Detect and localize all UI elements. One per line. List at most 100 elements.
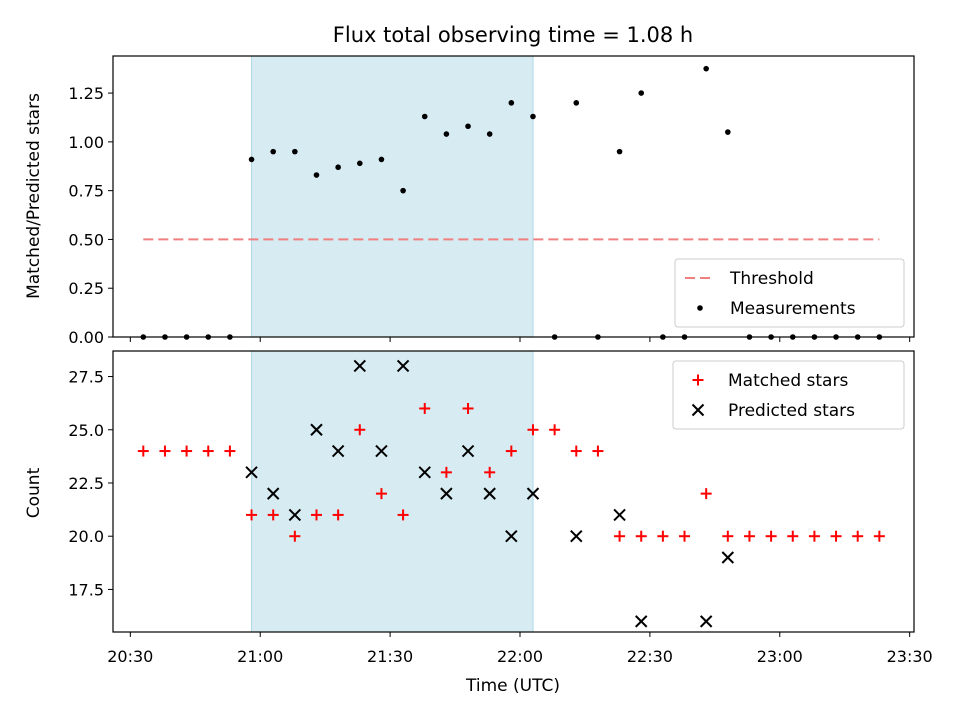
matched-star-point [484, 466, 496, 478]
measurement-point [508, 100, 515, 106]
matched-star-point [505, 445, 517, 457]
matched-star-point [570, 445, 582, 457]
matched-star-point [462, 402, 474, 414]
top-plot-area: 0.00 0.25 0.50 0.75 1.00 1.25 Threshold Measure… [68, 55, 915, 347]
matched-star-point [159, 445, 171, 457]
matched-star-point [657, 530, 669, 542]
matched-star-point [549, 424, 561, 436]
bottom-plot-area: 17.5 20.0 22.5 25.0 27.5 20:30 21:00 21:30 22:00… [68, 350, 933, 666]
y-tick-label: 1.00 [68, 133, 104, 152]
y-tick-label: 1.25 [68, 84, 104, 103]
measurement-point [443, 131, 450, 137]
matched-star-point [137, 445, 149, 457]
matched-star-point [181, 445, 193, 457]
predicted-star-point [483, 487, 496, 500]
measurement-point [356, 160, 363, 167]
predicted-star-point [440, 487, 453, 500]
predicted-star-point [353, 359, 367, 373]
matched-star-point [419, 402, 431, 414]
measurement-point [530, 113, 536, 120]
predicted-star-point [245, 466, 258, 479]
matched-star-point [808, 530, 820, 542]
matched-star-point [224, 445, 236, 457]
matched-star-point [743, 530, 755, 542]
measurement-point [400, 187, 406, 194]
matched-star-point [852, 530, 864, 542]
y-tick-label: 27.5 [68, 368, 104, 387]
legend-measurement-swatch [697, 305, 703, 311]
legend-label: Threshold [729, 269, 814, 289]
measurement-point [270, 148, 277, 155]
matched-star-point [440, 466, 452, 478]
matched-star-point [700, 488, 712, 500]
measurement-point [573, 100, 580, 106]
legend-predicted-swatch [691, 403, 705, 417]
matched-star-point [246, 509, 258, 521]
predicted-star-point [699, 615, 713, 628]
legend-label: Predicted stars [728, 401, 855, 421]
measurement-point [248, 156, 255, 163]
matched-star-point [354, 424, 366, 436]
predicted-star-point [396, 359, 410, 373]
measurement-point [313, 172, 320, 178]
legend-matched-swatch [692, 374, 704, 386]
matched-star-point [679, 530, 691, 542]
chart-title: Flux total observing time = 1.08 h [333, 23, 693, 47]
y-tick-label: 0.25 [68, 279, 104, 298]
y-tick-label: 0.50 [68, 230, 104, 249]
predicted-star-point [310, 423, 323, 436]
legend: Matched stars Predicted stars [672, 360, 905, 430]
matched-star-point [830, 530, 842, 542]
x-tick-label: 21:30 [367, 647, 413, 666]
x-tick-label: 23:30 [887, 647, 933, 666]
matched-star-point [614, 530, 626, 542]
predicted-star-point [375, 444, 388, 458]
y-tick-label: 17.5 [68, 580, 104, 599]
legend-box [672, 360, 905, 430]
shaded-span [251, 350, 534, 633]
axes-frame [112, 350, 915, 633]
measurement-point [335, 164, 341, 171]
x-tick-label: 22:30 [627, 647, 673, 666]
measurement-point [378, 156, 385, 163]
predicted-star-point [461, 444, 475, 458]
matched-star-point [722, 530, 734, 542]
x-tick-label: 23:00 [757, 647, 803, 666]
legend-label: Measurements [730, 299, 856, 319]
predicted-star-point [418, 466, 431, 479]
measurement-point [292, 148, 298, 155]
top-y-axis-label: Matched/Predicted stars [24, 93, 44, 299]
x-tick-label: 20:30 [107, 647, 153, 666]
legend: Threshold Measurements [674, 258, 905, 328]
y-tick-label: 20.0 [68, 527, 104, 546]
matched-star-point [787, 530, 799, 542]
predicted-star-point [721, 551, 735, 564]
measurement-point [638, 90, 645, 96]
x-tick-label: 21:00 [237, 647, 283, 666]
y-tick-label: 25.0 [68, 421, 104, 440]
matched-star-point [592, 445, 604, 457]
legend-label: Matched stars [728, 371, 848, 391]
predicted-star-point [505, 529, 518, 543]
predicted-star-point [288, 508, 302, 522]
matched-star-point [202, 445, 214, 457]
bottom-y-axis-label: Count [24, 467, 44, 518]
axes-frame [112, 55, 915, 338]
predicted-star-point [526, 487, 540, 500]
predicted-star-point [331, 444, 345, 458]
measurement-point [421, 113, 428, 120]
y-tick-label: 0.00 [68, 328, 104, 347]
predicted-star-point [635, 615, 648, 628]
x-axis-label: Time (UTC) [465, 676, 560, 696]
matched-star-point [375, 488, 387, 500]
legend-box [674, 258, 905, 328]
matched-star-point [635, 530, 647, 542]
matched-star-point [765, 530, 777, 542]
matched-star-point [332, 509, 344, 521]
predicted-star-point [613, 508, 626, 522]
matched-star-point [397, 509, 409, 521]
matched-star-point [527, 424, 539, 436]
measurement-point [703, 65, 709, 72]
measurement-point [725, 129, 731, 135]
